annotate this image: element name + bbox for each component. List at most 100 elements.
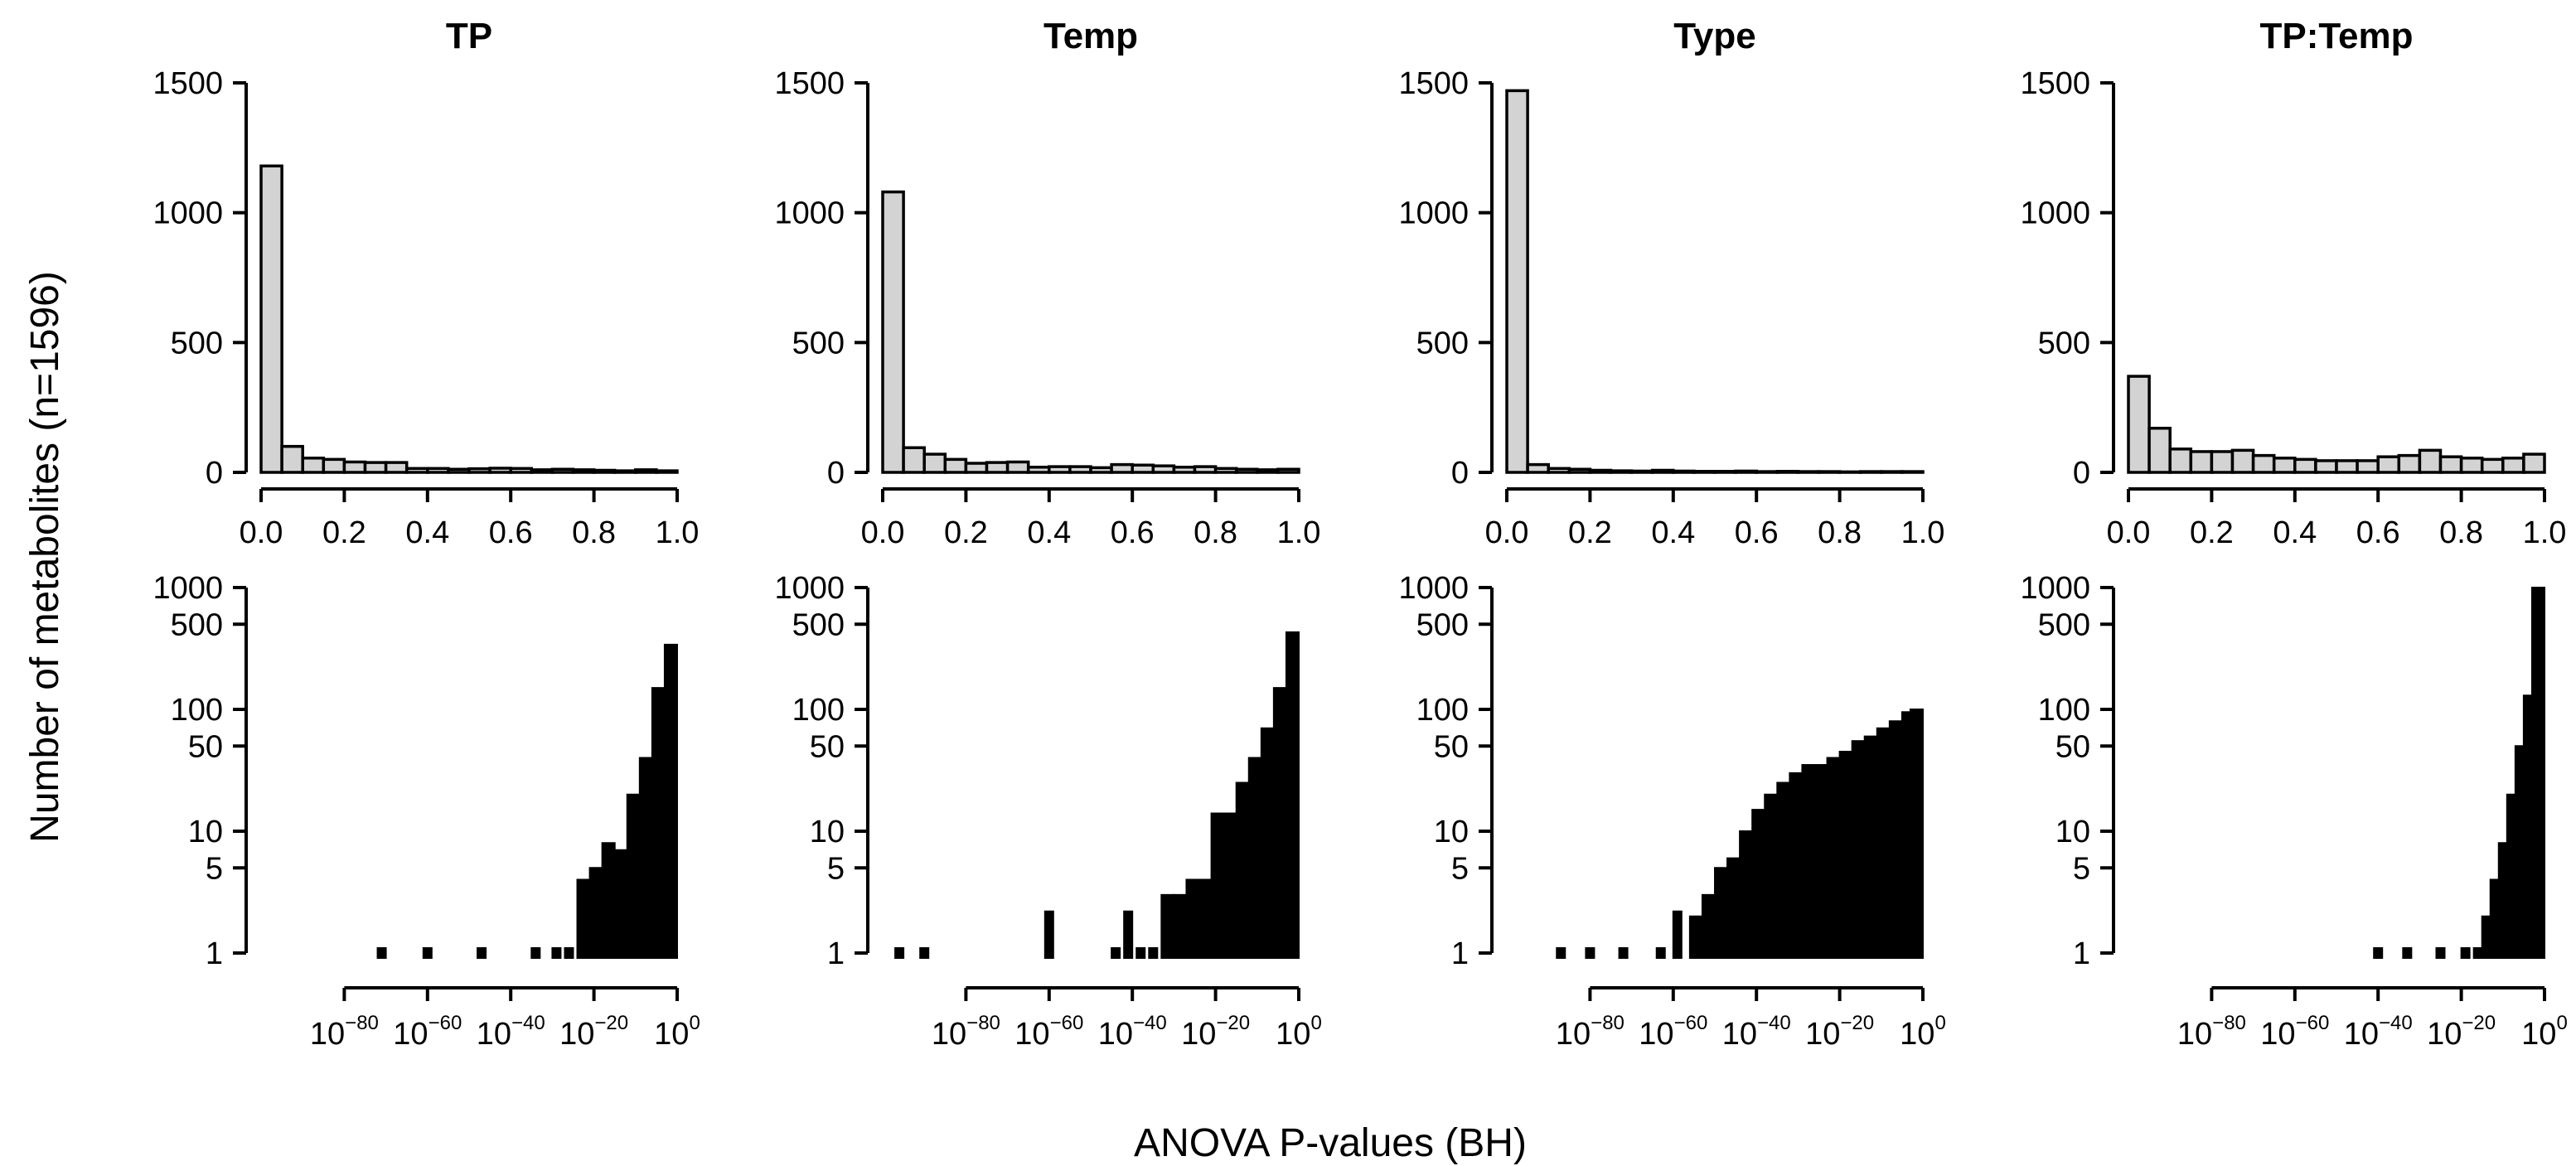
histogram-bar — [1672, 469, 1696, 474]
histogram-bar — [2397, 453, 2422, 474]
panel-title: TP:Temp — [2260, 16, 2414, 56]
histogram-bar — [280, 444, 304, 474]
histogram-bar — [1272, 687, 1287, 959]
x-tick-label: 0.6 — [1111, 515, 1155, 550]
y-tick-label: 500 — [792, 607, 845, 642]
histogram-bar — [2335, 459, 2359, 474]
tick-exponent: −20 — [594, 1012, 628, 1034]
histogram-bar — [1151, 464, 1176, 474]
histogram-bar — [1131, 463, 1155, 474]
y-tick-label: 1 — [827, 936, 845, 971]
x-tick-label: 10−60 — [1639, 1012, 1707, 1052]
y-tick-label: 10 — [1434, 815, 1469, 849]
x-tick-label: 10−80 — [2177, 1012, 2246, 1052]
histogram-point — [1123, 910, 1134, 959]
y-tick-label: 500 — [171, 326, 223, 360]
histogram-bar — [1198, 878, 1213, 960]
histogram-bar — [467, 467, 491, 474]
histogram-point — [894, 947, 905, 959]
histogram-bar — [363, 461, 388, 474]
tick-base: 10 — [1639, 1017, 1673, 1052]
histogram-bar — [1876, 727, 1891, 959]
histogram-bar — [663, 643, 679, 960]
histogram-bar — [530, 468, 554, 474]
histogram-bar — [426, 467, 450, 474]
histogram-bar — [1688, 915, 1703, 959]
x-tick-label: 100 — [1900, 1012, 1946, 1052]
histogram-bar — [1185, 878, 1200, 960]
tick-exponent: −40 — [511, 1012, 545, 1034]
figure-ylabel: Number of metabolites (n=1596) — [23, 271, 67, 843]
x-tick-label: 0.8 — [1818, 515, 1862, 550]
y-tick-label: 0 — [827, 456, 845, 491]
histogram-bar — [1213, 467, 1238, 474]
tick-base: 10 — [559, 1017, 594, 1052]
panel-top-tp-temp: TP:Temp 0 500 1000 1500 0.0 0.2 0.4 0.6 0.8 1.0 — [2020, 16, 2566, 550]
tick-base: 10 — [2427, 1017, 2462, 1052]
x-tick-label: 10−80 — [1556, 1012, 1625, 1052]
histogram-bar — [2418, 448, 2443, 474]
histogram-bar — [404, 467, 429, 474]
y-tick-label: 50 — [810, 729, 845, 764]
tick-exponent: −20 — [1216, 1012, 1250, 1034]
histogram-bar — [322, 457, 346, 474]
panel-top-tp: TP 0 500 1000 1500 0.0 0.2 0.4 0.6 0.8 1.0 — [153, 16, 699, 550]
tick-exponent: 0 — [2556, 1012, 2567, 1034]
tick-exponent: −60 — [429, 1012, 462, 1034]
histogram-point — [376, 947, 387, 959]
tick-exponent: −80 — [345, 1012, 379, 1034]
histogram-bar — [447, 467, 471, 474]
x-tick-label: 0.2 — [322, 515, 366, 550]
tick-exponent: 0 — [689, 1012, 700, 1034]
y-tick-label: 0 — [1451, 456, 1469, 491]
x-tick-label: 0.0 — [861, 515, 905, 550]
y-tick-label: 50 — [1434, 729, 1469, 764]
y-tick-label: 1 — [1451, 936, 1469, 971]
tick-exponent: −60 — [1674, 1012, 1708, 1034]
y-tick-label: 10 — [188, 815, 223, 849]
y-tick-label: 1500 — [2020, 66, 2090, 101]
histogram-bar — [1813, 764, 1828, 959]
panel-top-temp: Temp 0 500 1000 1500 0.0 0.2 0.4 0.6 0.8 1.0 — [774, 16, 1320, 550]
histogram-bar — [2147, 426, 2172, 474]
x-tick-label: 0.0 — [1485, 515, 1529, 550]
histogram-bar — [1801, 764, 1816, 959]
tick-exponent: −60 — [1050, 1012, 1084, 1034]
tick-exponent: −20 — [2462, 1012, 2496, 1034]
x-tick-label: 0.4 — [1651, 515, 1695, 550]
histogram-bar — [655, 469, 679, 474]
histogram-bar — [1210, 812, 1225, 959]
y-tick-label: 1000 — [2020, 196, 2090, 231]
histogram-bar — [1068, 465, 1092, 474]
histogram-bar — [1909, 709, 1924, 959]
tick-base: 10 — [654, 1017, 689, 1052]
histogram-bar — [1789, 772, 1804, 959]
x-tick-label: 10−60 — [1014, 1012, 1083, 1052]
tick-exponent: −80 — [2212, 1012, 2246, 1034]
x-tick-label: 10−80 — [310, 1012, 379, 1052]
tick-base: 10 — [2177, 1017, 2212, 1052]
histogram-bar — [1863, 735, 1878, 959]
x-tick-label: 10−40 — [1722, 1012, 1791, 1052]
tick-base: 10 — [1722, 1017, 1757, 1052]
histogram-bar — [1234, 467, 1259, 474]
histogram-bar — [1734, 469, 1758, 474]
histogram-bar — [550, 467, 575, 474]
histogram-bar — [651, 687, 666, 959]
histogram-bar — [259, 164, 283, 474]
y-tick-label: 1000 — [1398, 196, 1469, 231]
tick-exponent: −40 — [1133, 1012, 1167, 1034]
x-tick-label: 0.4 — [1027, 515, 1071, 550]
histogram-bar — [634, 468, 658, 474]
histogram-bar — [1089, 466, 1113, 474]
x-tick-label: 0.6 — [1735, 515, 1779, 550]
y-tick-label: 5 — [1451, 851, 1469, 886]
x-tick-label: 1.0 — [1277, 515, 1321, 550]
histogram-point — [2460, 947, 2471, 959]
histogram-bar — [1505, 89, 1529, 474]
y-tick-label: 1000 — [774, 571, 845, 606]
tick-exponent: −80 — [966, 1012, 1000, 1034]
y-tick-label: 500 — [1416, 607, 1469, 642]
